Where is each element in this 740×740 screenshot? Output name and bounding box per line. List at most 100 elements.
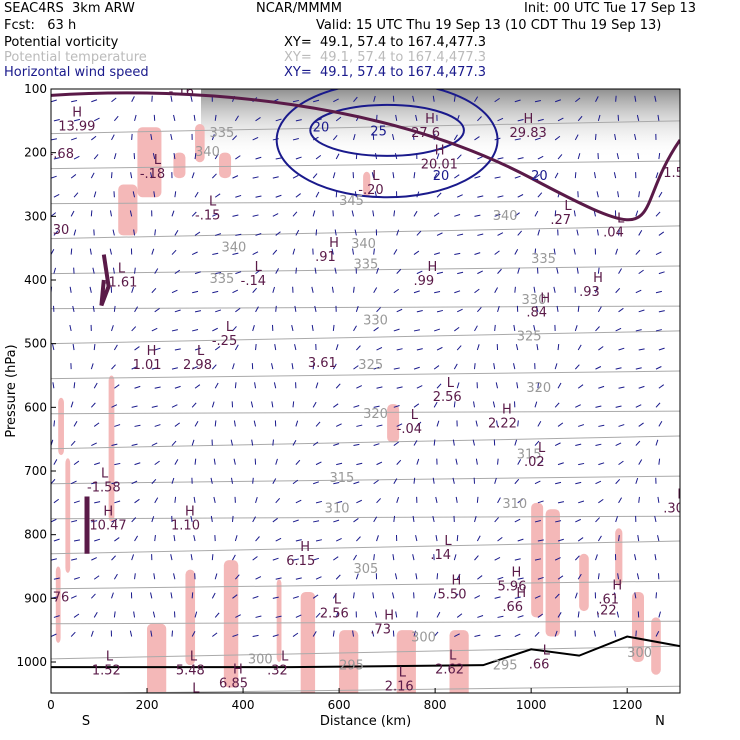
wind-vector: [595, 405, 602, 408]
wind-vector: [596, 191, 599, 198]
wind-vector: [474, 325, 478, 332]
wind-vector: [573, 248, 576, 255]
wind-vector: [134, 385, 141, 389]
wind-vector: [517, 498, 523, 504]
wind-vector: [232, 175, 239, 179]
wind-vector: [134, 498, 140, 504]
wind-vector: [474, 634, 481, 638]
wind-vector: [315, 576, 322, 580]
wind-vector: [275, 497, 281, 504]
wind-vector: [215, 309, 222, 313]
wind-vector: [393, 441, 399, 446]
wind-vector: [574, 172, 577, 179]
wind-vector: [658, 310, 665, 313]
pv-extremum-marker: H: [329, 236, 339, 251]
pv-value-label: 13.99: [58, 119, 95, 134]
wind-vector: [170, 95, 173, 102]
wind-vector: [433, 401, 438, 408]
wind-vector: [537, 420, 542, 427]
theta-contour-label: 310: [502, 497, 527, 512]
wind-vector: [212, 632, 218, 637]
wind-vector: [194, 611, 198, 618]
wind-vector: [73, 118, 80, 122]
wind-vector: [252, 176, 259, 179]
wind-vector: [577, 115, 583, 122]
wind-vector: [577, 537, 584, 542]
wind-vector: [252, 595, 259, 599]
wind-contour-20: [275, 89, 499, 199]
wind-vector: [252, 214, 259, 217]
wind-vector: [332, 363, 337, 370]
pv-extremum-marker: L: [192, 682, 200, 697]
pv-extremum-marker: L: [617, 212, 625, 227]
wind-vector: [416, 309, 423, 313]
wind-vector: [51, 558, 57, 561]
pv-extremum-marker: L: [281, 650, 289, 665]
wind-vector: [232, 363, 235, 370]
wind-vector: [496, 420, 499, 427]
wind-contour-25: [309, 103, 465, 157]
wind-vector: [577, 384, 584, 389]
wind-vector: [373, 366, 380, 370]
wind-vector: [436, 309, 443, 313]
wind-vector: [211, 134, 215, 141]
negative-pv-region: [65, 458, 71, 573]
wind-vector: [53, 157, 60, 160]
pv-value-label: -.18: [140, 167, 165, 182]
wind-vector: [353, 554, 357, 561]
wind-vector: [597, 573, 600, 580]
pv-extremum-marker: H: [452, 573, 462, 588]
wind-vector: [191, 211, 197, 217]
wind-vector: [314, 305, 317, 312]
wind-vector: [513, 324, 516, 332]
y-tick-label: 600: [24, 400, 47, 414]
wind-vector: [578, 462, 585, 466]
theta-contour-label: 340: [221, 240, 246, 255]
wind-vector: [493, 363, 496, 370]
wind-vector: [315, 191, 320, 198]
wind-vector: [109, 210, 112, 217]
wind-vector: [53, 615, 60, 618]
wind-vector: [255, 156, 262, 160]
wind-vector: [396, 268, 402, 274]
wind-vector: [356, 385, 362, 389]
wind-vector: [416, 348, 423, 351]
wind-vector: [598, 385, 605, 389]
pv-extremum-marker: L: [564, 199, 572, 214]
wind-vector: [396, 348, 403, 351]
wind-vector: [557, 154, 563, 160]
wind-vector: [454, 326, 460, 332]
wind-vector: [392, 592, 395, 599]
wind-vector: [475, 458, 478, 465]
wind-vector: [637, 153, 640, 160]
wind-vector: [73, 613, 80, 618]
wind-vector: [373, 516, 378, 523]
wind-vector: [494, 517, 499, 523]
wind-vector: [614, 133, 617, 141]
wind-vector: [416, 421, 422, 427]
wind-vector: [134, 462, 141, 466]
field-xy-theta: XY= 49.1, 57.4 to 167.4,477.3: [284, 50, 487, 65]
wind-vector: [436, 611, 441, 618]
wind-vector: [275, 157, 282, 160]
wind-vector: [595, 326, 600, 332]
wind-vector: [112, 229, 115, 236]
wind-vector: [353, 518, 359, 523]
pv-extremum-marker: H: [147, 344, 157, 359]
pv-contour-upper: [51, 91, 680, 222]
wind-vector: [171, 210, 175, 217]
wind-vector: [170, 133, 173, 141]
wind-vector: [335, 383, 341, 389]
x-tick-label: 200: [136, 698, 159, 712]
wind-vector: [112, 267, 115, 274]
wind-vector: [553, 248, 556, 255]
wind-vector: [70, 401, 74, 408]
wind-vector: [355, 305, 359, 312]
wind-vector: [91, 442, 97, 446]
wind-vector: [52, 344, 55, 351]
pv-value-label: .48: [550, 721, 571, 736]
wind-vector: [173, 153, 176, 160]
wind-vector: [494, 213, 501, 217]
pv-value-label: 20.01: [421, 158, 458, 173]
wind-vector: [151, 442, 158, 446]
